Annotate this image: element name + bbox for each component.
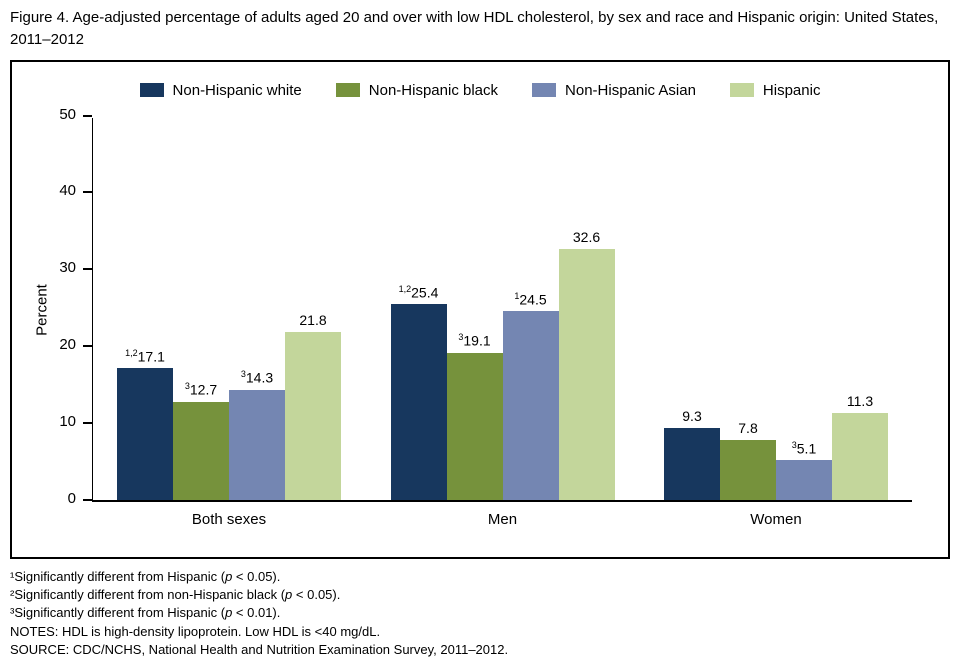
legend-item: Hispanic xyxy=(729,81,821,99)
y-axis-tick: 20 xyxy=(59,336,92,353)
legend-item: Non-Hispanic black xyxy=(335,81,499,99)
bar: 124.5 xyxy=(502,291,559,500)
legend-label: Non-Hispanic white xyxy=(172,81,302,99)
y-axis-tick: 50 xyxy=(59,106,92,123)
bar-group: 9.3 7.8 35.1 11.3 Women xyxy=(664,393,888,528)
footnote-line: NOTES: HDL is high-density lipoprotein. … xyxy=(10,623,381,639)
legend-label: Non-Hispanic black xyxy=(368,81,499,99)
bar-value-label: 1,217.1 xyxy=(125,347,165,365)
bar: 312.7 xyxy=(173,381,229,500)
category-label: Both sexes xyxy=(191,510,267,528)
bar-value-label: 11.3 xyxy=(846,392,874,409)
category-label: Men xyxy=(487,510,518,528)
footnote-line: ²Significantly different from non-Hispan… xyxy=(10,586,341,602)
bar: 11.3 xyxy=(832,393,888,500)
bar-group: 1,225.4 319.1 124.5 32.6 Men xyxy=(390,229,615,528)
bar: 7.8 xyxy=(720,420,776,500)
footnotes: ¹Significantly different from Hispanic (… xyxy=(10,568,950,660)
legend-swatch xyxy=(729,83,754,97)
bar: 21.8 xyxy=(285,312,341,500)
bar-value-label: 1,225.4 xyxy=(398,283,439,301)
legend-swatch xyxy=(335,83,360,97)
bar-value-label: 7.8 xyxy=(738,419,758,436)
legend: Non-Hispanic white Non-Hispanic black Non-… xyxy=(12,82,948,99)
legend-swatch xyxy=(139,83,164,97)
bar: 314.3 xyxy=(229,369,285,500)
footnote-line: ¹Significantly different from Hispanic (… xyxy=(10,568,281,584)
legend-label: Hispanic xyxy=(762,81,821,99)
bar: 32.6 xyxy=(558,229,615,500)
y-axis-tick: 30 xyxy=(59,259,92,276)
y-axis-tick-label: 0 xyxy=(67,489,76,507)
legend-item: Non-Hispanic white xyxy=(139,81,302,99)
legend-swatch xyxy=(532,83,557,97)
footnote-line: ³Significantly different from Hispanic (… xyxy=(10,605,281,621)
plot-area: 1,217.1 312.7 314.3 21.8 Both sexes 1,225.4 31… xyxy=(59,106,912,528)
bar-value-label: 314.3 xyxy=(240,369,274,386)
bar: 319.1 xyxy=(446,332,503,500)
bar: 1,217.1 xyxy=(117,348,173,500)
bar-value-label: 9.3 xyxy=(682,408,702,425)
y-axis-tick: 40 xyxy=(59,182,92,199)
bar-value-label: 35.1 xyxy=(791,439,817,457)
bar-value-label: 32.6 xyxy=(572,229,601,246)
y-axis-title: Percent xyxy=(33,283,51,336)
y-axis-tick-label: 40 xyxy=(59,182,76,200)
y-axis-tick-label: 50 xyxy=(59,105,76,123)
bar-groups: 1,217.1 312.7 314.3 21.8 Both sexes 1,225.4 31… xyxy=(93,118,912,528)
bar: 35.1 xyxy=(776,440,832,500)
y-axis-tick-label: 20 xyxy=(59,335,76,353)
legend-label: Non-Hispanic Asian xyxy=(565,81,696,99)
chart-box: Non-Hispanic white Non-Hispanic black Non-… xyxy=(10,59,950,559)
bar-value-label: 319.1 xyxy=(458,332,491,349)
y-axis-tick-label: 10 xyxy=(59,412,76,430)
category-label: Women xyxy=(750,510,802,528)
y-axis-tick-label: 30 xyxy=(59,259,76,277)
footnote-line: SOURCE: CDC/NCHS, National Health and Nu… xyxy=(10,642,509,658)
legend-item: Non-Hispanic Asian xyxy=(532,82,696,99)
figure-title: Figure 4. Age-adjusted percentage of adu… xyxy=(10,9,939,48)
bar-value-label: 124.5 xyxy=(514,290,547,308)
y-axis-tick: 0 xyxy=(68,490,92,507)
bar-value-label: 21.8 xyxy=(299,312,327,329)
y-axis-tick: 10 xyxy=(59,413,92,430)
bar-value-label: 312.7 xyxy=(184,381,218,398)
bar: 9.3 xyxy=(664,408,720,500)
bar: 1,225.4 xyxy=(390,284,447,500)
bar-group: 1,217.1 312.7 314.3 21.8 Both sexes xyxy=(117,312,341,528)
